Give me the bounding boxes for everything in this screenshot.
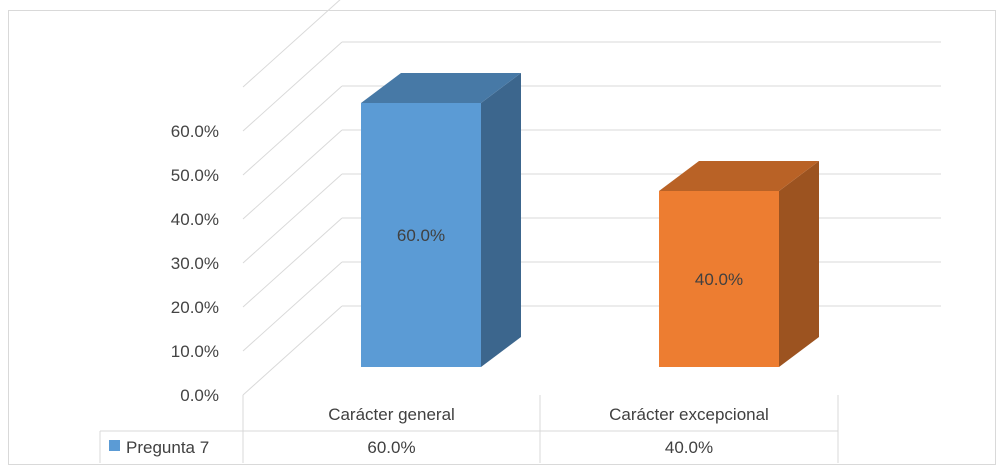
table-category-label: Carácter general <box>328 405 455 424</box>
bar-front <box>659 191 779 367</box>
table-category-label: Carácter excepcional <box>609 405 769 424</box>
gridline-side <box>242 261 343 352</box>
y-tick-label: 30.0% <box>171 254 219 273</box>
y-tick-label: 40.0% <box>171 210 219 229</box>
legend-series-label: Pregunta 7 <box>126 438 209 457</box>
table-value: 60.0% <box>367 438 415 457</box>
bar-front <box>361 103 481 367</box>
bar-side <box>779 161 819 367</box>
table-value: 40.0% <box>665 438 713 457</box>
y-tick-label: 50.0% <box>171 166 219 185</box>
y-tick-label: 20.0% <box>171 298 219 317</box>
bars: 60.0% 40.0% <box>361 73 819 367</box>
bar-value-label: 40.0% <box>695 270 743 289</box>
bar-top <box>361 73 521 103</box>
gridline-side <box>242 85 343 176</box>
gridline-side <box>242 305 343 396</box>
bar-value-label: 60.0% <box>397 226 445 245</box>
data-table: Carácter general 60.0% Carácter excepciona… <box>99 395 839 463</box>
gridline-side <box>242 41 343 132</box>
y-tick-label: 60.0% <box>171 122 219 141</box>
bar-top <box>659 161 819 191</box>
bar: 60.0% <box>361 73 521 367</box>
bar: 40.0% <box>659 161 819 367</box>
bar-side <box>481 73 521 367</box>
y-tick-label: 10.0% <box>171 342 219 361</box>
gridline-side <box>242 129 343 220</box>
gridline-side <box>242 0 341 88</box>
legend-key <box>109 440 120 451</box>
gridline-side <box>242 173 343 264</box>
y-tick-label: 0.0% <box>180 386 219 405</box>
gridline-side <box>242 217 343 308</box>
y-axis-ticks: 0.0% 10.0% 20.0% 30.0% 40.0% 50.0% 60.0% <box>171 122 219 405</box>
